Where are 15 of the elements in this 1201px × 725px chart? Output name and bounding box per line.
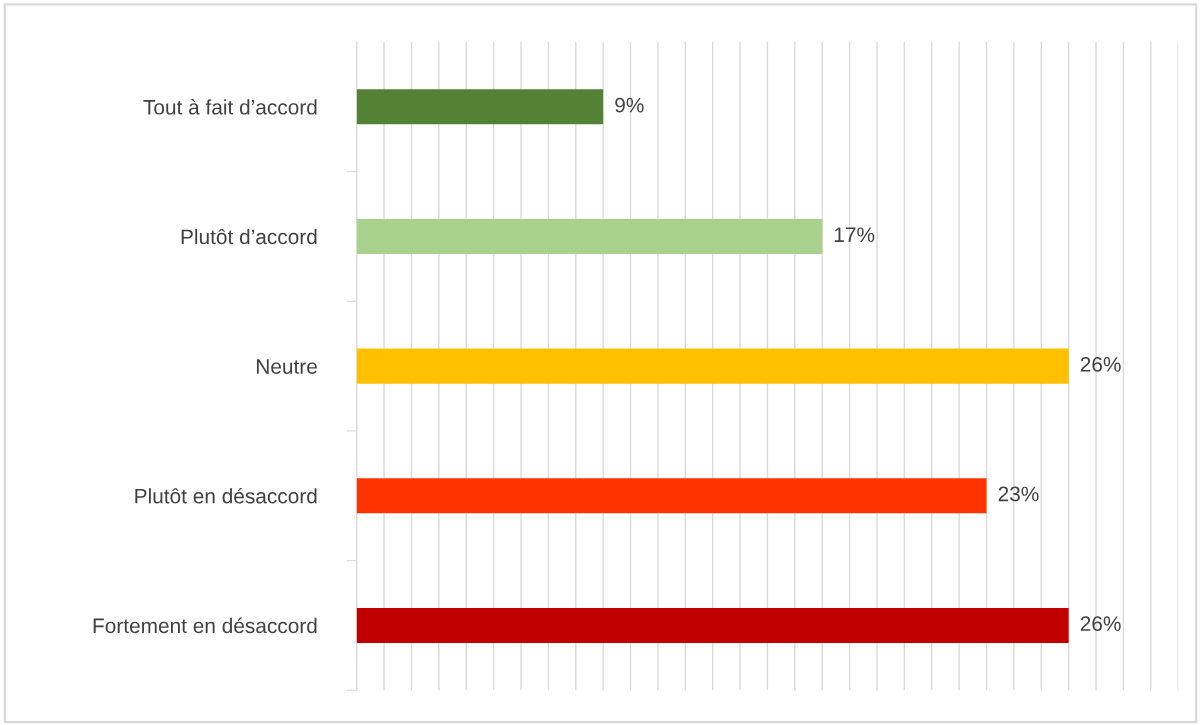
data-label: 26% xyxy=(1080,356,1121,372)
y-tick-label: Fortement en désaccord xyxy=(93,617,317,634)
y-tick-label: Neutre xyxy=(256,359,317,374)
data-label: 23% xyxy=(998,486,1039,502)
data-label: 17% xyxy=(834,227,875,243)
bar xyxy=(356,607,1069,643)
y-tick-label: Plutôt d’accord xyxy=(181,228,317,245)
bar xyxy=(356,348,1069,384)
data-label: 9% xyxy=(615,97,644,113)
data-label: 26% xyxy=(1080,616,1121,631)
bar xyxy=(356,89,604,125)
y-tick-label: Tout à fait d’accord xyxy=(143,99,317,115)
bar xyxy=(356,218,823,254)
bar xyxy=(356,478,987,514)
y-tick-label: Plutôt en désaccord xyxy=(135,487,317,504)
